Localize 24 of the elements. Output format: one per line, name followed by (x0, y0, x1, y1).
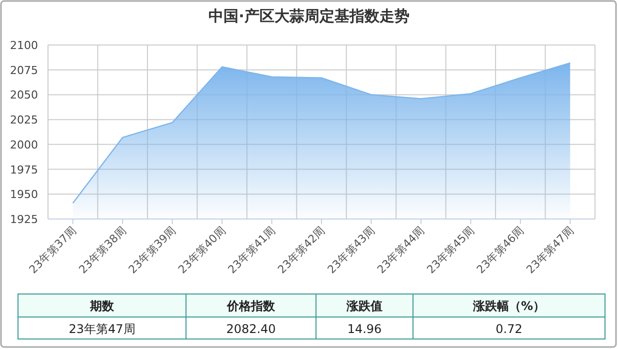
text: 涨跌幅（%） (472, 299, 546, 313)
text: 0.72 (496, 322, 522, 336)
text: 期数 (89, 299, 115, 313)
x-tick-label: 23年第41周 (226, 224, 278, 276)
x-tick-label: 23年第43周 (325, 224, 378, 276)
y-tick-label: 2000 (10, 138, 38, 152)
text: 涨跌值 (346, 299, 382, 313)
y-tick-label: 2050 (10, 88, 38, 102)
y-tick-label: 2025 (10, 114, 38, 127)
y-tick-label: 1950 (10, 188, 38, 202)
text: 23年第47周 (68, 322, 136, 336)
y-tick-label: 1925 (10, 213, 38, 226)
x-tick-label: 23年第37周 (26, 224, 79, 276)
text: 14.96 (347, 322, 382, 336)
text: 价格指数 (226, 299, 276, 313)
x-tick-label: 23年第39周 (126, 224, 178, 276)
x-tick-label: 23年第40周 (176, 224, 228, 276)
chart-title: 中国·产区大蒜周定基指数走势 (208, 7, 410, 25)
y-tick-label: 2075 (10, 64, 38, 77)
y-tick-label: 1975 (10, 163, 38, 176)
text: 2082.40 (226, 322, 276, 336)
x-tick-label: 23年第38周 (76, 224, 129, 276)
y-tick-label: 2100 (10, 39, 38, 52)
x-tick-label: 23年第42周 (275, 224, 328, 276)
